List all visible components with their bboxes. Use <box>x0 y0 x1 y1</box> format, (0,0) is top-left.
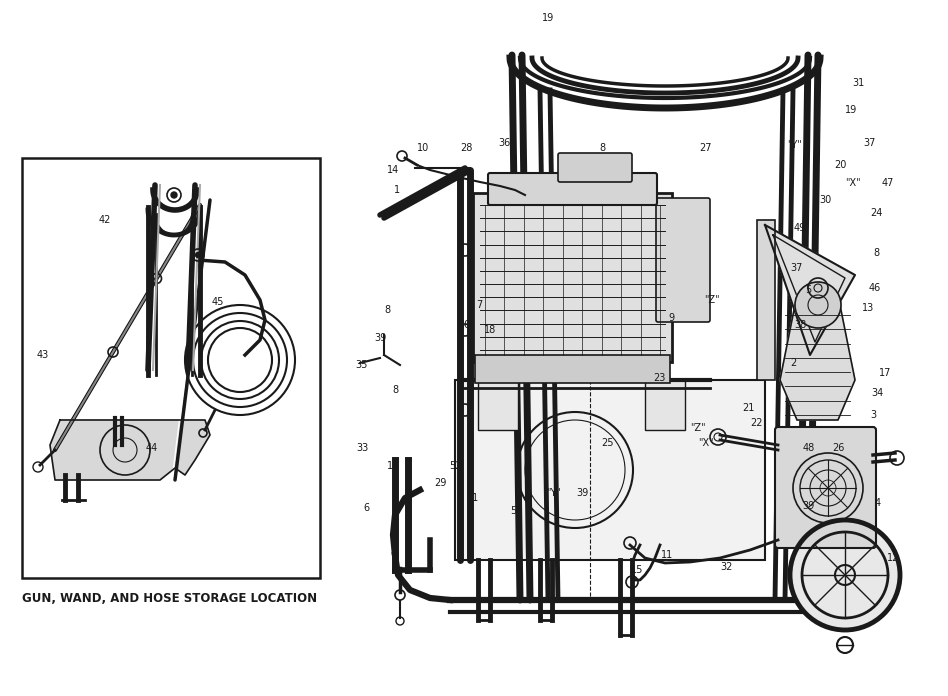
Text: 8: 8 <box>392 385 398 395</box>
Text: 25: 25 <box>602 438 614 448</box>
Text: 37: 37 <box>791 263 803 273</box>
FancyBboxPatch shape <box>488 173 657 205</box>
Text: 39: 39 <box>374 333 386 343</box>
Text: 49: 49 <box>793 223 806 233</box>
Text: 23: 23 <box>653 373 665 383</box>
Text: "Y": "Y" <box>788 140 802 150</box>
FancyBboxPatch shape <box>656 198 710 322</box>
Text: 41: 41 <box>466 493 479 503</box>
Text: 48: 48 <box>803 443 815 453</box>
FancyBboxPatch shape <box>775 427 876 548</box>
Text: "Z": "Z" <box>690 423 706 433</box>
Text: 29: 29 <box>434 478 447 488</box>
Text: 18: 18 <box>483 325 496 335</box>
Text: 15: 15 <box>630 565 643 575</box>
Text: 4: 4 <box>875 498 881 508</box>
Text: 10: 10 <box>417 143 429 153</box>
FancyBboxPatch shape <box>473 193 672 362</box>
Text: 47: 47 <box>882 178 894 188</box>
Text: "Y": "Y" <box>547 488 561 498</box>
Text: 6: 6 <box>363 503 369 513</box>
Bar <box>22 158 320 578</box>
Text: 12: 12 <box>886 553 900 563</box>
Text: 3: 3 <box>870 410 876 420</box>
Text: 2: 2 <box>790 358 796 368</box>
Text: 21: 21 <box>742 403 755 413</box>
Text: 1: 1 <box>394 185 400 195</box>
Text: 52: 52 <box>448 461 462 471</box>
Text: "X": "X" <box>698 438 714 448</box>
Text: "Z": "Z" <box>704 295 720 305</box>
Polygon shape <box>50 420 210 480</box>
Text: 31: 31 <box>852 78 865 88</box>
Text: 19: 19 <box>845 105 857 115</box>
Text: "X": "X" <box>846 178 861 188</box>
FancyBboxPatch shape <box>558 153 632 182</box>
Text: 13: 13 <box>862 303 874 313</box>
Text: 44: 44 <box>146 443 158 453</box>
Text: 26: 26 <box>831 443 844 453</box>
Text: 53: 53 <box>510 506 522 516</box>
Text: 45: 45 <box>211 297 224 307</box>
Polygon shape <box>765 225 855 355</box>
Text: 20: 20 <box>834 160 847 170</box>
Bar <box>645 380 685 430</box>
Text: 8: 8 <box>599 143 605 153</box>
Text: 33: 33 <box>356 443 368 453</box>
Text: 36: 36 <box>498 138 510 148</box>
Bar <box>455 380 765 560</box>
Text: 7: 7 <box>476 300 483 310</box>
Text: 38: 38 <box>793 320 806 330</box>
Text: 42: 42 <box>99 215 111 225</box>
Text: 27: 27 <box>700 143 712 153</box>
Bar <box>475 355 670 383</box>
Text: 46: 46 <box>869 283 881 293</box>
Text: 35: 35 <box>356 360 368 370</box>
Text: 22: 22 <box>751 418 763 428</box>
Text: 37: 37 <box>864 138 876 148</box>
Text: GUN, WAND, AND HOSE STORAGE LOCATION: GUN, WAND, AND HOSE STORAGE LOCATION <box>22 592 318 605</box>
Text: 5: 5 <box>805 285 811 295</box>
Text: 16: 16 <box>387 461 399 471</box>
Text: 19: 19 <box>542 13 555 23</box>
Text: 39: 39 <box>802 501 814 511</box>
Text: 9: 9 <box>668 313 674 323</box>
Text: 11: 11 <box>661 550 673 560</box>
Text: 34: 34 <box>871 388 884 398</box>
Text: 14: 14 <box>387 165 399 175</box>
Text: 32: 32 <box>720 562 733 572</box>
Polygon shape <box>780 305 855 420</box>
Circle shape <box>795 282 841 328</box>
Circle shape <box>171 192 177 198</box>
Text: 43: 43 <box>37 350 49 360</box>
Text: 17: 17 <box>879 368 891 378</box>
Text: 40: 40 <box>459 320 471 330</box>
Text: 8: 8 <box>873 248 879 258</box>
Text: 8: 8 <box>384 305 390 315</box>
Circle shape <box>790 520 900 630</box>
Text: 24: 24 <box>870 208 883 218</box>
Bar <box>757 220 775 380</box>
Text: 39: 39 <box>575 488 588 498</box>
Bar <box>478 380 518 430</box>
Text: 28: 28 <box>460 143 472 153</box>
Text: 30: 30 <box>819 195 831 205</box>
Circle shape <box>195 253 200 258</box>
